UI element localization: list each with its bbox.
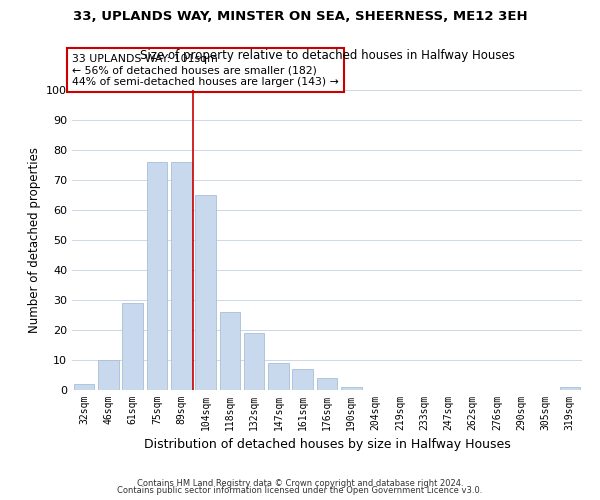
Bar — [268, 363, 289, 390]
Bar — [292, 369, 313, 390]
X-axis label: Distribution of detached houses by size in Halfway Houses: Distribution of detached houses by size … — [143, 438, 511, 452]
Bar — [122, 303, 143, 390]
Text: Contains HM Land Registry data © Crown copyright and database right 2024.: Contains HM Land Registry data © Crown c… — [137, 478, 463, 488]
Bar — [317, 378, 337, 390]
Bar — [171, 162, 191, 390]
Text: 33 UPLANDS WAY: 101sqm
← 56% of detached houses are smaller (182)
44% of semi-de: 33 UPLANDS WAY: 101sqm ← 56% of detached… — [72, 54, 339, 87]
Bar — [74, 384, 94, 390]
Bar — [195, 195, 216, 390]
Bar — [560, 387, 580, 390]
Text: 33, UPLANDS WAY, MINSTER ON SEA, SHEERNESS, ME12 3EH: 33, UPLANDS WAY, MINSTER ON SEA, SHEERNE… — [73, 10, 527, 23]
Bar — [146, 162, 167, 390]
Text: Contains public sector information licensed under the Open Government Licence v3: Contains public sector information licen… — [118, 486, 482, 495]
Title: Size of property relative to detached houses in Halfway Houses: Size of property relative to detached ho… — [140, 50, 514, 62]
Bar — [98, 360, 119, 390]
Bar — [341, 387, 362, 390]
Y-axis label: Number of detached properties: Number of detached properties — [28, 147, 41, 333]
Bar — [220, 312, 240, 390]
Bar — [244, 333, 265, 390]
